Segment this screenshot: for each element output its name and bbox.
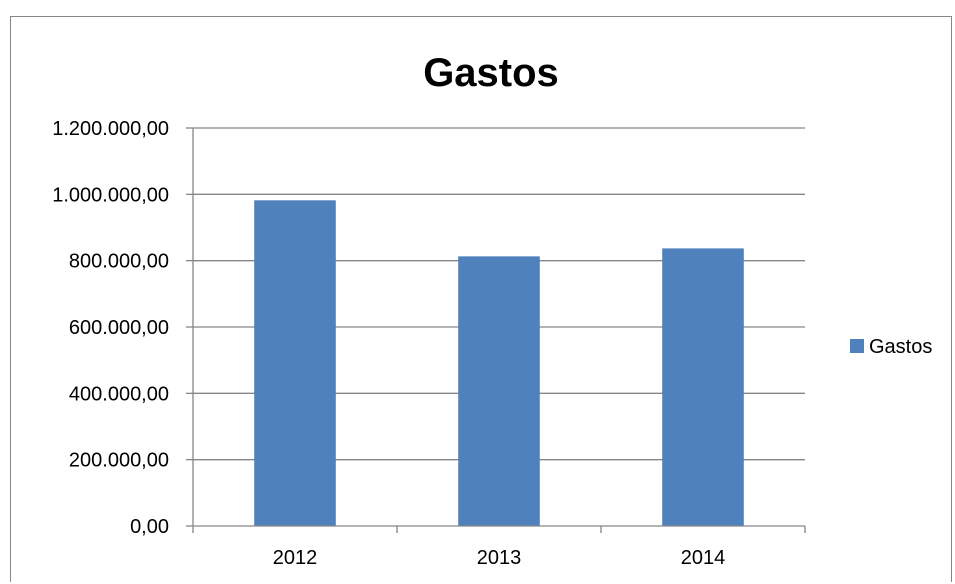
x-tick-label: 2012	[273, 547, 318, 569]
y-tick-label: 1.200.000,00	[52, 118, 169, 140]
y-tick-label: 800.000,00	[69, 251, 169, 273]
legend-swatch	[850, 339, 864, 353]
y-tick-label: 1.000.000,00	[52, 184, 169, 206]
bars	[254, 200, 744, 526]
x-axis-tick-labels: 2012 2013 2014	[273, 547, 726, 569]
bar-2012	[254, 200, 336, 526]
legend: Gastos	[850, 336, 932, 358]
axes	[192, 128, 806, 533]
legend-label: Gastos	[869, 336, 932, 358]
y-axis-tick-labels: 0,00 200.000,00 400.000,00 600.000,00 800.00…	[52, 118, 169, 538]
y-tick-label: 200.000,00	[69, 450, 169, 472]
bar-2013	[458, 256, 540, 526]
y-tick-label: 0,00	[130, 516, 169, 538]
bar-2014	[662, 248, 744, 526]
chart-title: Gastos	[423, 51, 559, 95]
y-tick-label: 600.000,00	[69, 317, 169, 339]
x-tick-label: 2014	[681, 547, 726, 569]
x-tick-label: 2013	[477, 547, 522, 569]
y-tick-label: 400.000,00	[69, 383, 169, 405]
